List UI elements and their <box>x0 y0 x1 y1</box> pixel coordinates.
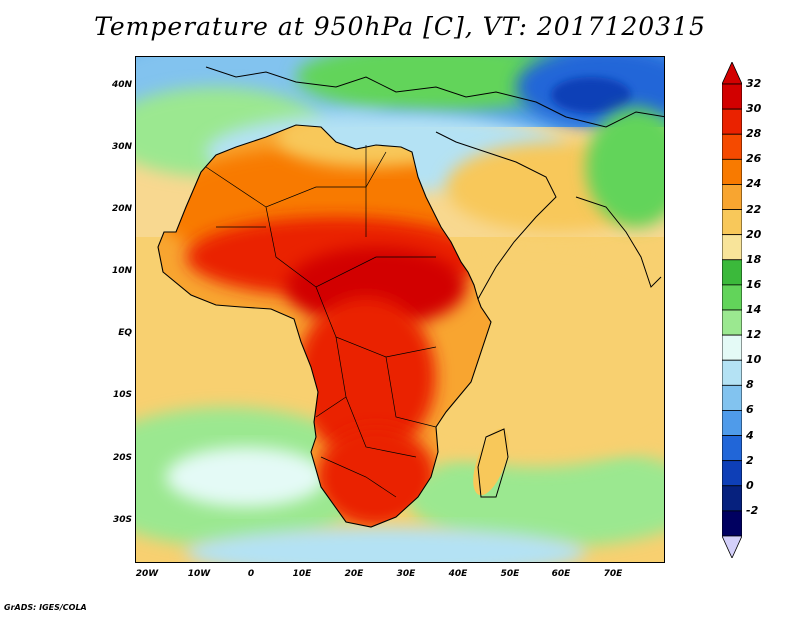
colorbar-swatch <box>722 510 742 537</box>
lat-label-30s: 30S <box>112 515 132 525</box>
lon-label-50e: 50E <box>500 569 520 579</box>
lat-label-20n: 20N <box>111 204 132 214</box>
africa-coastline <box>157 124 492 528</box>
lon-label-40e: 40E <box>448 569 468 579</box>
colorbar-label: 10 <box>746 353 762 367</box>
colorbar-label: 2 <box>746 453 754 467</box>
colorbar-swatch <box>722 133 742 160</box>
colorbar-swatch <box>722 284 742 311</box>
colorbar-label: 6 <box>746 403 754 417</box>
colorbar-swatch <box>722 309 742 336</box>
europe-coastline <box>205 66 664 128</box>
lon-label-60e: 60E <box>551 569 571 579</box>
temperature-field <box>136 57 664 562</box>
colorbar-swatch <box>722 158 742 185</box>
colorbar-swatch <box>722 234 742 261</box>
colorbar-label: 20 <box>746 227 762 241</box>
arabia-coastline <box>435 131 557 300</box>
colorbar-swatch <box>722 83 742 110</box>
map-title: Temperature at 950hPa [C], VT: 201712031… <box>94 12 706 41</box>
country-borders <box>205 145 437 498</box>
colorbar-swatch <box>722 108 742 135</box>
colorbar-label: 18 <box>746 252 762 266</box>
lat-label-eq: EQ <box>118 328 132 338</box>
lon-label-10w: 10W <box>187 569 211 579</box>
lat-label-30n: 30N <box>111 142 132 152</box>
lon-label-10e: 10E <box>292 569 312 579</box>
colorbar-swatch <box>722 334 742 361</box>
colorbar-swatch <box>722 410 742 436</box>
lat-label-10s: 10S <box>112 390 132 400</box>
colorbar-label: 14 <box>746 303 762 316</box>
lon-label-0: 0 <box>247 569 255 579</box>
colorbar-swatch <box>722 184 742 210</box>
colorbar-swatch <box>722 359 742 386</box>
madagascar-coastline <box>477 428 509 498</box>
colorbar-swatch <box>722 384 742 411</box>
lon-label-30e: 30E <box>396 569 416 579</box>
colorbar-swatch <box>722 209 742 236</box>
colorbar-label: 22 <box>746 202 762 216</box>
lat-label-40n: 40N <box>111 80 132 90</box>
colorbar-swatch <box>722 435 742 462</box>
colorbar-label: 16 <box>746 277 762 291</box>
colorbar-label: 26 <box>746 152 762 166</box>
colorbar-label: 24 <box>746 177 762 191</box>
india-coastline <box>575 196 662 288</box>
colorbar-label: -2 <box>746 503 759 517</box>
colorbar-label: 30 <box>746 102 762 116</box>
colorbar-label: 28 <box>746 127 762 141</box>
lon-label-20w: 20W <box>135 569 159 579</box>
lat-label-20s: 20S <box>112 453 132 463</box>
colorbar <box>722 62 742 558</box>
colorbar-label: 32 <box>746 77 762 90</box>
colorbar-label: 12 <box>746 328 762 342</box>
colorbar-swatch <box>722 259 742 286</box>
colorbar-top-arrow <box>722 62 742 85</box>
lon-label-70e: 70E <box>603 569 623 579</box>
colorbar-label: 4 <box>746 428 754 442</box>
colorbar-label: 0 <box>746 478 754 492</box>
footer-credit: GrADS: IGES/COLA <box>4 603 87 612</box>
colorbar-bottom-arrow <box>722 535 742 558</box>
map-plot-area <box>135 56 665 563</box>
colorbar-label: 8 <box>746 378 754 392</box>
lat-label-10n: 10N <box>111 266 132 276</box>
lon-label-20e: 20E <box>344 569 364 579</box>
colorbar-swatch <box>722 460 742 487</box>
colorbar-swatch <box>722 485 742 512</box>
